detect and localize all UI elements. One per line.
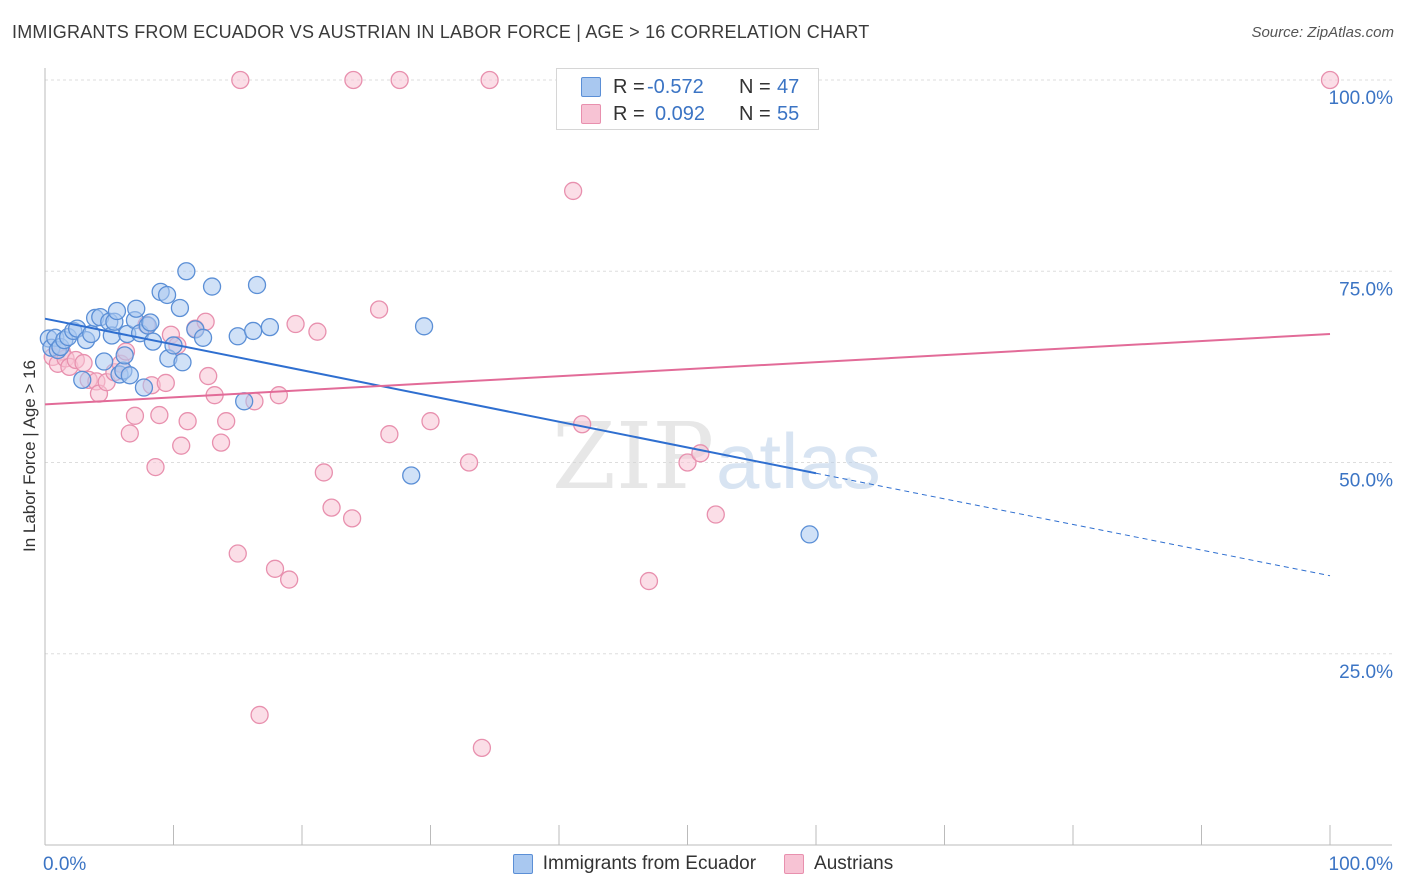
ecuador-point-48 (800, 525, 819, 544)
ecuador-point-45 (260, 317, 280, 337)
ecuador-point-23 (120, 366, 139, 385)
legend-label-ecuador: Immigrants from Ecuador (542, 853, 757, 874)
austrians-point-30 (217, 412, 236, 431)
trend-line-ecuador (44, 317, 817, 475)
ecuador-point-14 (94, 352, 114, 371)
austrians-point-47 (421, 412, 440, 431)
austrians-point-39 (308, 322, 327, 341)
r-label: R = (613, 75, 645, 98)
y-tick-label-50: 50.0% (1339, 471, 1393, 492)
ecuador-point-44 (247, 275, 267, 295)
austrians-point-44 (369, 300, 389, 319)
austrians-point-23 (172, 436, 191, 455)
austrians-point-20 (156, 373, 175, 393)
ecuador-point-36 (173, 353, 192, 372)
austrians-point-34 (250, 705, 269, 725)
r-label: R = (613, 102, 645, 125)
austrians-point-14 (120, 424, 139, 443)
austrians-point-6 (74, 353, 93, 373)
chart-title: IMMIGRANTS FROM ECUADOR VS AUSTRIAN IN L… (12, 22, 870, 42)
ecuador-point-43 (244, 321, 263, 341)
source-credit: Source: ZipAtlas.com (1251, 24, 1394, 41)
ecuador-point-9 (73, 370, 92, 390)
legend-item-ecuador[interactable]: Immigrants from Ecuador (512, 853, 757, 875)
austrians-point-40 (314, 463, 333, 482)
watermark: ZIP atlas (552, 403, 881, 510)
austrians-point-54 (678, 453, 697, 472)
y-tick-label-25: 25.0% (1339, 662, 1393, 683)
ecuador-point-39 (193, 328, 213, 347)
austrians-point-48 (459, 453, 479, 472)
y-axis-label: In Labor Force | Age > 16 (20, 359, 39, 553)
stats-swatch-austrians (581, 104, 601, 124)
legend-label-austrians: Austrians (814, 853, 894, 874)
n-label: N = (739, 102, 771, 125)
austrians-point-38 (286, 314, 305, 334)
austrians-point-29 (211, 433, 231, 452)
ecuador-point-42 (235, 392, 254, 411)
x-tick-label-min: 0.0% (43, 854, 86, 875)
legend-swatch-ecuador (512, 854, 533, 874)
austrians-point-42 (342, 509, 362, 528)
stats-swatch-ecuador (581, 77, 601, 97)
r-value-ecuador: -0.572 (647, 75, 704, 98)
legend-item-austrians[interactable]: Austrians (784, 853, 893, 875)
austrians-point-41 (322, 498, 341, 517)
y-tick-label-75: 75.0% (1339, 279, 1393, 300)
austrians-point-57 (1320, 70, 1340, 90)
legend-swatch-austrians (784, 854, 805, 874)
austrians-point-55 (691, 444, 710, 463)
ecuador-point-18 (107, 301, 127, 321)
ecuador-point-27 (134, 378, 154, 397)
trend-line-ecuador-extension (815, 472, 1331, 577)
watermark-atlas: atlas (716, 417, 881, 505)
stats-row-austrians: R = 0.092 N = 55 (557, 100, 799, 128)
austrians-point-24 (178, 412, 197, 431)
austrians-point-37 (279, 570, 299, 589)
austrians-point-32 (231, 70, 250, 90)
y-tick-label-100: 100.0% (1329, 88, 1394, 109)
austrians-point-45 (380, 425, 399, 444)
austrians-point-46 (390, 70, 409, 90)
axes (44, 68, 1392, 846)
austrians-point-31 (228, 544, 247, 563)
austrians-point-35 (265, 559, 285, 578)
trend-lines (44, 317, 1331, 577)
ecuador-point-46 (402, 466, 421, 485)
austrians-point-53 (639, 571, 659, 591)
austrians-point-51 (563, 181, 583, 201)
stats-box: R = -0.572 N = 47 R = 0.092 N = 55 (556, 68, 819, 130)
ecuador-point-40 (202, 277, 222, 296)
tick-labels: 25.0% 50.0% 75.0% 100.0% 0.0% 100.0% (43, 88, 1393, 875)
n-value-ecuador: 47 (777, 75, 800, 98)
grid-lines (45, 79, 1392, 655)
ecuador-point-32 (157, 285, 177, 305)
r-value-austrians: 0.092 (655, 102, 706, 125)
trend-line-austrians (44, 332, 1331, 406)
austrians-point-49 (472, 738, 492, 757)
austrians-point-43 (344, 70, 363, 90)
austrians-point-18 (146, 457, 165, 477)
austrians-point-50 (480, 70, 499, 90)
ecuador-point-35 (170, 298, 190, 318)
ecuador-point-29 (141, 313, 160, 332)
ecuador-point-25 (127, 299, 146, 318)
austrians-point-36 (269, 386, 289, 405)
ecuador-point-37 (177, 262, 196, 281)
austrians-point-19 (150, 405, 169, 425)
stats-row-ecuador: R = -0.572 N = 47 (557, 73, 799, 101)
ecuador-point-47 (414, 317, 434, 336)
n-label: N = (739, 75, 771, 98)
austrians-point-27 (199, 366, 218, 386)
austrians-point-56 (706, 505, 725, 524)
x-tick-label-max: 100.0% (1329, 854, 1394, 875)
ecuador-point-22 (115, 346, 134, 365)
austrians-point-15 (125, 406, 145, 425)
n-value-austrians: 55 (777, 102, 800, 125)
ecuador-point-41 (228, 327, 247, 346)
legend: Immigrants from Ecuador Austrians (0, 850, 1406, 878)
